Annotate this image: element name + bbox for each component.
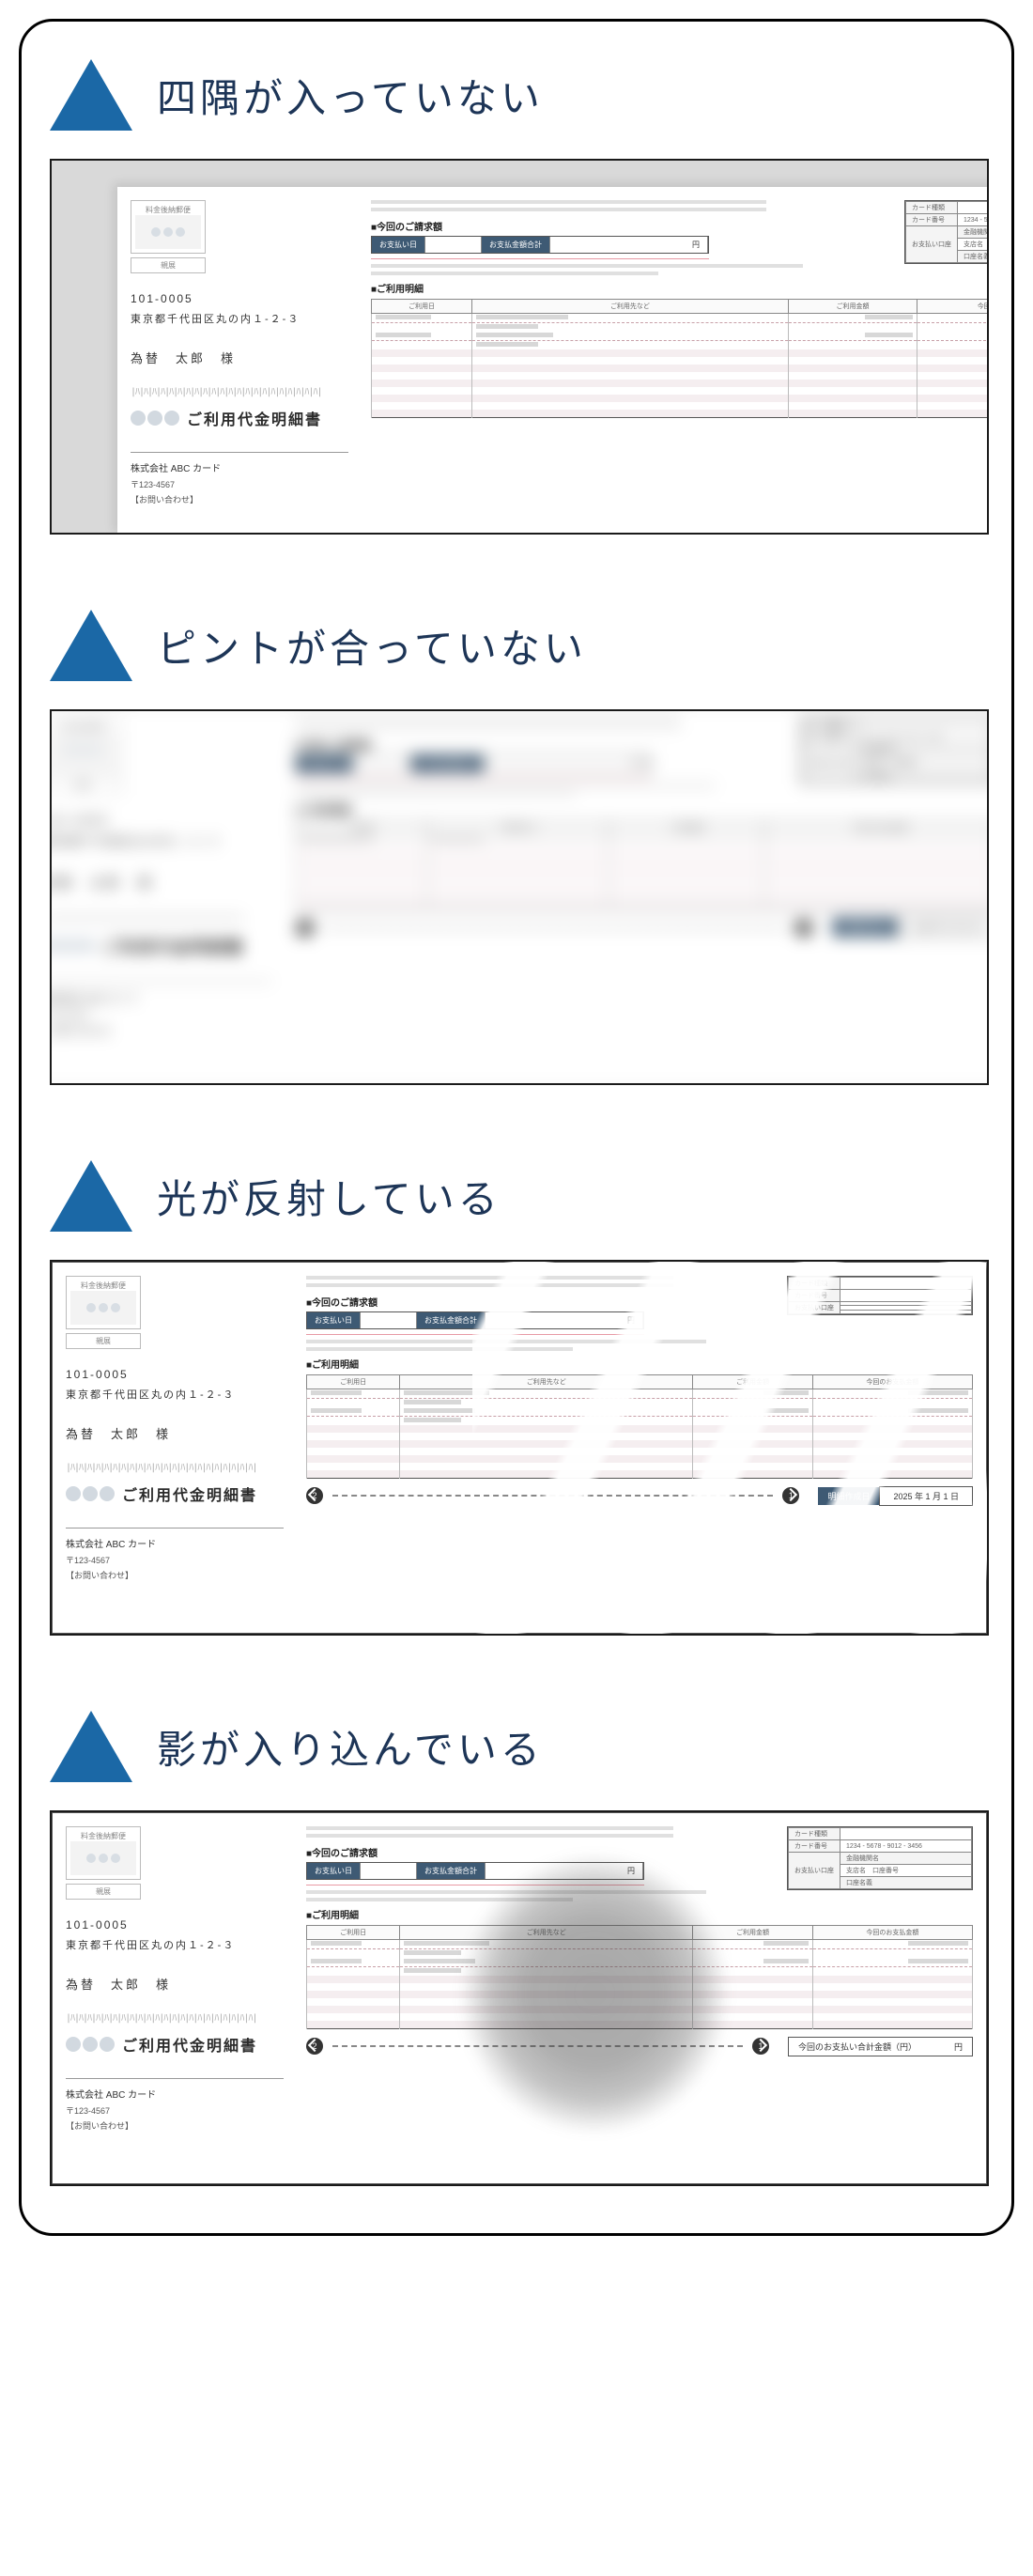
warning-triangle-icon (50, 610, 132, 681)
postal-code: 101-0005 (131, 292, 348, 305)
barcode: |ﾊ|ﾊ|ﾊ|ﾊ|ﾊ|ﾊ|ﾊ|ﾊ|ﾊ|ﾊ|ﾊ|ﾊ|ﾊ|ﾊ|ﾊ|ﾊ|ﾊ|ﾊ|ﾊ|ﾊ… (131, 383, 348, 397)
preview-glare: 料金後納郵便 親展 101-0005 東京都千代田区丸の内１-２-３ 為替 太郎… (50, 1260, 989, 1636)
page-marker-right: 1 (782, 1487, 799, 1504)
statement-doc: 料金後納郵便 親展 101-0005 東京都千代田区丸の内１-２-３ 為替 太郎… (52, 1812, 987, 2184)
total-box: 今回のお支払い合計金額（円） 円 (788, 2037, 973, 2056)
doc-title: ご利用代金明細書 (187, 407, 322, 429)
company-post: 〒123-4567 (131, 478, 348, 490)
heading-row: 四隅が入っていない (50, 59, 983, 131)
date-tag: 明細作成日 (833, 918, 897, 937)
warning-triangle-icon (50, 1711, 132, 1782)
postage-stamp: 料金後納郵便 (131, 200, 206, 254)
card-info-box: カード種類 カード番号1234 - 5678 - 9012 - 3456 お支払… (904, 200, 989, 264)
examples-card: 四隅が入っていない 料金後納郵便 親展 101-0005 東京都千代田区丸の内１… (19, 19, 1014, 2236)
section-focus: ピントが合っていない 料金後納郵便 親展 101-0005 東京都千代田区丸の内… (50, 610, 983, 1085)
section-shadow: 影が入り込んでいる 料金後納郵便 親展 101-0005 東京都千代田区丸の内１… (50, 1711, 983, 2186)
heading-text: 四隅が入っていない (157, 67, 544, 124)
page-marker-right: 1 (752, 2038, 769, 2055)
warning-triangle-icon (50, 59, 132, 131)
billing-summary: お支払い日 お支払金額合計 円 (371, 236, 709, 254)
page-marker-left: 2 (296, 919, 314, 937)
statement-doc: 料金後納郵便 親展 101-0005 東京都千代田区丸の内１-２-３ 為替 太郎… (117, 187, 989, 535)
heading-text: ピントが合っていない (157, 617, 587, 675)
address: 東京都千代田区丸の内１-２-３ (131, 311, 348, 326)
page-marker-left: 2 (306, 1487, 323, 1504)
preview-corners-cropped: 料金後納郵便 親展 101-0005 東京都千代田区丸の内１-２-３ 為替 太郎… (50, 159, 989, 535)
usage-detail-table: ご利用日 ご利用先など ご利用金額 今回のお支払金額 (371, 299, 989, 418)
stamp-footer: 親展 (131, 257, 206, 273)
preview-out-of-focus: 料金後納郵便 親展 101-0005 東京都千代田区丸の内１-２-３ 為替 太郎… (50, 709, 989, 1085)
page-marker-left: 2 (306, 2038, 323, 2055)
preview-shadow: 料金後納郵便 親展 101-0005 東京都千代田区丸の内１-２-３ 為替 太郎… (50, 1810, 989, 2186)
logo-dots-icon (131, 411, 179, 426)
section-glare: 光が反射している 料金後納郵便 親展 101-0005 東京都千代田区丸の内１-… (50, 1160, 983, 1636)
stamp-header: 料金後納郵便 (135, 205, 201, 215)
statement-doc: 料金後納郵便 親展 101-0005 東京都千代田区丸の内１-２-３ 為替 太郎… (50, 709, 989, 1085)
usage-section-label: ■ご利用明細 (371, 281, 989, 295)
date-value: 2025 年 1 月 1 日 (898, 917, 989, 938)
statement-doc: 料金後納郵便 親展 101-0005 東京都千代田区丸の内１-２-３ 為替 太郎… (52, 1262, 987, 1634)
heading-text: 光が反射している (157, 1168, 501, 1225)
billing-section-label: ■今回のご請求額 (371, 219, 989, 233)
heading-text: 影が入り込んでいる (157, 1718, 544, 1776)
warning-triangle-icon (50, 1160, 132, 1232)
inquiry-label: 【お問い合わせ】 (131, 493, 348, 505)
section-corners: 四隅が入っていない 料金後納郵便 親展 101-0005 東京都千代田区丸の内１… (50, 59, 983, 535)
company-name: 株式会社 ABC カード (131, 460, 348, 474)
page-marker-right: 1 (795, 919, 813, 937)
recipient-name: 為替 太郎 様 (131, 349, 348, 366)
